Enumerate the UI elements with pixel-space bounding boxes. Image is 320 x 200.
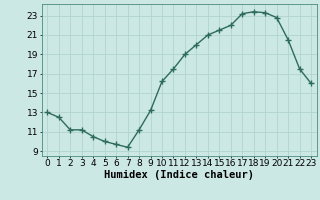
- X-axis label: Humidex (Indice chaleur): Humidex (Indice chaleur): [104, 170, 254, 180]
